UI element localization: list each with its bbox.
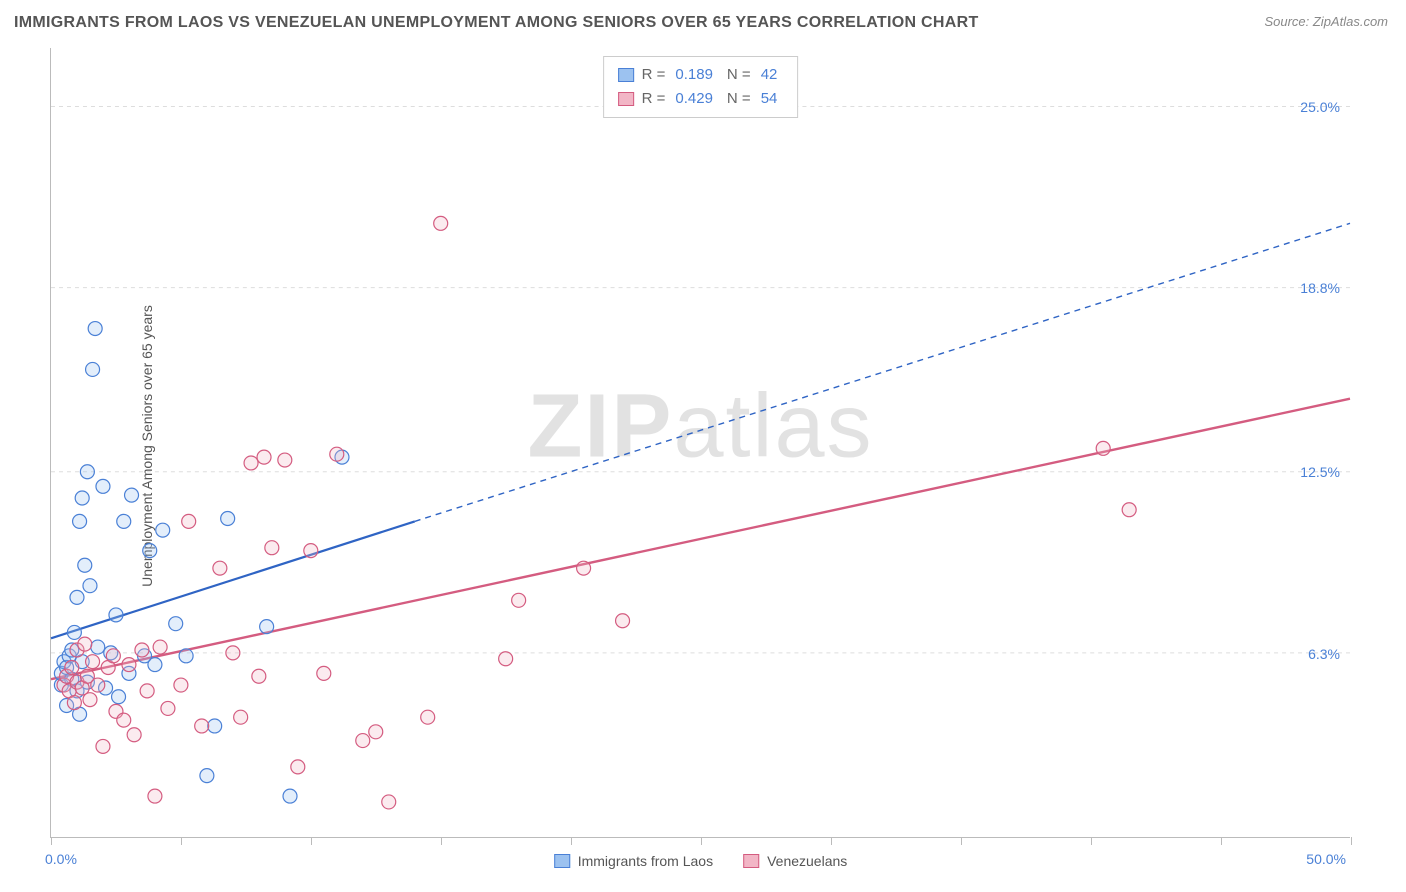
x-tick: [1351, 837, 1352, 845]
plot-area: ZIPatlas 6.3%12.5%18.8%25.0% 0.0% 50.0% …: [50, 48, 1350, 838]
n-label: N =: [727, 63, 751, 87]
x-tick: [311, 837, 312, 845]
x-tick: [701, 837, 702, 845]
r-label: R =: [642, 87, 666, 111]
x-tick: [1221, 837, 1222, 845]
x-tick: [181, 837, 182, 845]
swatch-venezuelans: [618, 92, 634, 106]
r-value-venezuelans: 0.429: [675, 87, 713, 111]
legend-label-venezuelans: Venezuelans: [767, 853, 847, 869]
x-tick: [1091, 837, 1092, 845]
stats-box: R = 0.189 N = 42 R = 0.429 N = 54: [603, 56, 799, 118]
bottom-legend: Immigrants from Laos Venezuelans: [554, 853, 848, 869]
x-tick: [961, 837, 962, 845]
stats-row-venezuelans: R = 0.429 N = 54: [618, 87, 784, 111]
legend-swatch-laos: [554, 854, 570, 868]
r-label: R =: [642, 63, 666, 87]
scatter-svg: [51, 48, 1350, 837]
y-tick-label: 25.0%: [1300, 99, 1340, 115]
legend-item-laos: Immigrants from Laos: [554, 853, 713, 869]
y-tick-label: 18.8%: [1300, 280, 1340, 296]
n-value-venezuelans: 54: [761, 87, 778, 111]
y-tick-label: 12.5%: [1300, 464, 1340, 480]
legend-item-venezuelans: Venezuelans: [743, 853, 847, 869]
x-tick: [571, 837, 572, 845]
swatch-laos: [618, 68, 634, 82]
x-tick: [831, 837, 832, 845]
source-label: Source: ZipAtlas.com: [1264, 14, 1388, 29]
legend-label-laos: Immigrants from Laos: [578, 853, 713, 869]
x-tick: [51, 837, 52, 845]
x-max-label: 50.0%: [1306, 851, 1346, 867]
n-value-laos: 42: [761, 63, 778, 87]
chart-title: IMMIGRANTS FROM LAOS VS VENEZUELAN UNEMP…: [14, 14, 979, 32]
y-tick-label: 6.3%: [1308, 646, 1340, 662]
x-min-label: 0.0%: [45, 851, 77, 867]
n-label: N =: [727, 87, 751, 111]
r-value-laos: 0.189: [675, 63, 713, 87]
x-tick: [441, 837, 442, 845]
stats-row-laos: R = 0.189 N = 42: [618, 63, 784, 87]
legend-swatch-venezuelans: [743, 854, 759, 868]
